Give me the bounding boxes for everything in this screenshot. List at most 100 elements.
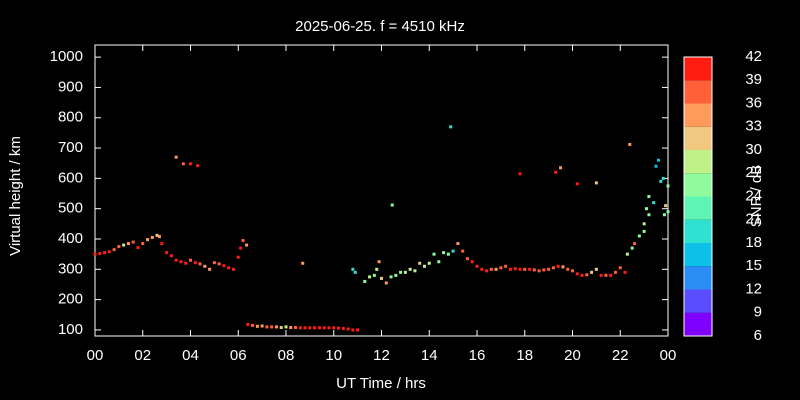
point — [107, 250, 111, 254]
point — [609, 273, 613, 277]
point — [666, 184, 670, 188]
point — [270, 325, 274, 329]
colorbar-tick-label: 21 — [745, 211, 762, 228]
colorbar-segment — [684, 312, 712, 336]
point — [390, 203, 394, 207]
point — [580, 273, 584, 277]
colorbar-segment — [684, 57, 712, 81]
point — [384, 281, 388, 285]
point — [208, 267, 212, 271]
point — [647, 213, 651, 217]
point — [456, 242, 460, 246]
point — [93, 252, 97, 256]
point — [645, 207, 649, 211]
point — [446, 252, 450, 256]
point — [363, 279, 367, 283]
point — [662, 213, 666, 217]
x-tick-label: 16 — [469, 347, 486, 364]
point — [327, 326, 331, 330]
point — [146, 238, 150, 242]
y-tick-label: 400 — [58, 230, 83, 247]
point — [442, 251, 446, 255]
point — [432, 252, 436, 256]
colorbar-segment — [684, 103, 712, 127]
point — [117, 245, 121, 249]
point — [131, 240, 135, 244]
point — [169, 254, 173, 258]
point — [518, 172, 522, 176]
point — [289, 326, 293, 330]
point — [375, 267, 379, 271]
point — [245, 243, 249, 247]
point — [594, 267, 598, 271]
point — [642, 229, 646, 233]
y-axis-label: Virtual height / km — [7, 136, 24, 256]
point — [241, 239, 245, 243]
point — [265, 325, 269, 329]
point — [112, 248, 116, 252]
x-tick-label: 06 — [230, 347, 247, 364]
point — [193, 261, 197, 265]
x-tick-label: 14 — [421, 347, 438, 364]
point — [174, 258, 178, 262]
point — [554, 170, 558, 174]
x-axis-label: UT Time / hrs — [336, 375, 426, 392]
point — [604, 273, 608, 277]
x-tick-label: 18 — [516, 347, 533, 364]
point — [217, 262, 221, 266]
point — [198, 262, 202, 266]
colorbar-segment — [684, 126, 712, 150]
point — [356, 328, 360, 332]
point — [475, 264, 479, 268]
point — [103, 251, 107, 255]
point — [518, 267, 522, 271]
point — [499, 266, 503, 270]
point — [449, 125, 453, 129]
point — [353, 270, 357, 274]
x-tick-label: 00 — [660, 347, 677, 364]
plot-frame — [94, 44, 669, 337]
point — [628, 142, 632, 146]
colorbar-tick-label: 6 — [754, 327, 762, 344]
point — [422, 264, 426, 268]
point — [418, 261, 422, 265]
colorbar-segment — [684, 173, 712, 197]
point — [571, 269, 574, 273]
point — [313, 326, 317, 330]
y-tick-label: 500 — [58, 200, 83, 217]
point — [585, 273, 589, 277]
y-tick-label: 700 — [58, 139, 83, 156]
point — [155, 233, 159, 237]
point — [561, 265, 565, 269]
colorbar-tick-label: 15 — [745, 257, 762, 274]
point — [222, 264, 226, 268]
colorbar-tick-label: 27 — [745, 164, 762, 181]
point — [599, 273, 603, 277]
point — [625, 252, 629, 256]
point — [666, 210, 670, 214]
point — [341, 326, 345, 330]
point — [160, 242, 164, 246]
x-tick-label: 04 — [182, 347, 199, 364]
y-tick-label: 300 — [58, 260, 83, 277]
colorbar-segment — [684, 196, 712, 220]
point — [239, 246, 243, 250]
colorbar-label: SNR / dB — [748, 165, 765, 228]
point — [308, 326, 312, 330]
point — [613, 270, 617, 274]
point — [203, 264, 207, 268]
point — [556, 264, 560, 268]
point — [504, 264, 508, 268]
point — [236, 255, 240, 259]
point — [489, 267, 493, 271]
point — [590, 270, 594, 274]
point — [303, 326, 307, 330]
x-tick-label: 12 — [373, 347, 390, 364]
x-tick-label: 10 — [325, 347, 342, 364]
colorbar-segment — [684, 80, 712, 104]
point — [337, 326, 341, 330]
point — [380, 276, 383, 280]
point — [647, 195, 651, 199]
point — [122, 243, 126, 247]
point — [136, 245, 140, 249]
